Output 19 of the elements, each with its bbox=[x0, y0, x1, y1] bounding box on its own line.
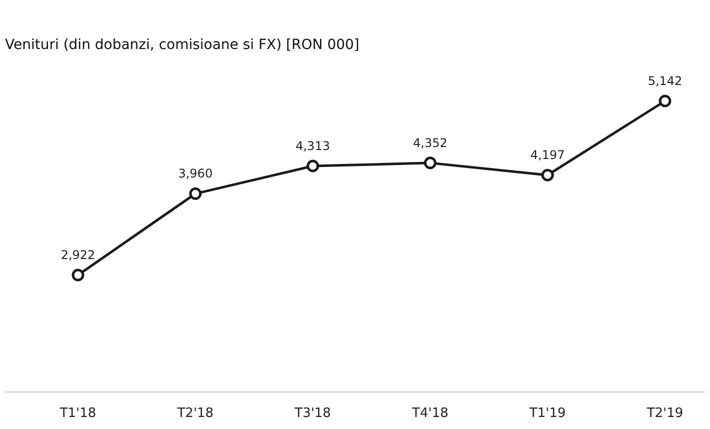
x-tick-label: T4'18 bbox=[411, 406, 448, 421]
point bbox=[189, 187, 202, 200]
data-label: 4,197 bbox=[530, 148, 565, 162]
x-tick-label: T1'18 bbox=[58, 406, 96, 421]
x-tick-label: T2'19 bbox=[646, 406, 684, 421]
data-label: 4,313 bbox=[296, 138, 330, 153]
data-label: 2,922 bbox=[60, 248, 96, 262]
data-label: 5,142 bbox=[648, 74, 682, 88]
data-label: 3,960 bbox=[178, 166, 213, 181]
point bbox=[72, 268, 84, 282]
x-tick-label: T1'19 bbox=[528, 406, 566, 421]
x-tick-label: T2'18 bbox=[176, 406, 214, 421]
x-tick-label: T3'18 bbox=[294, 406, 331, 421]
data-label: 4,352 bbox=[413, 136, 448, 150]
point bbox=[541, 168, 554, 182]
point bbox=[424, 156, 436, 170]
chart-title: Venituri (din dobanzi, comisioane si FX) [RON 000] bbox=[5, 37, 360, 53]
point bbox=[306, 160, 320, 172]
point bbox=[658, 94, 672, 108]
